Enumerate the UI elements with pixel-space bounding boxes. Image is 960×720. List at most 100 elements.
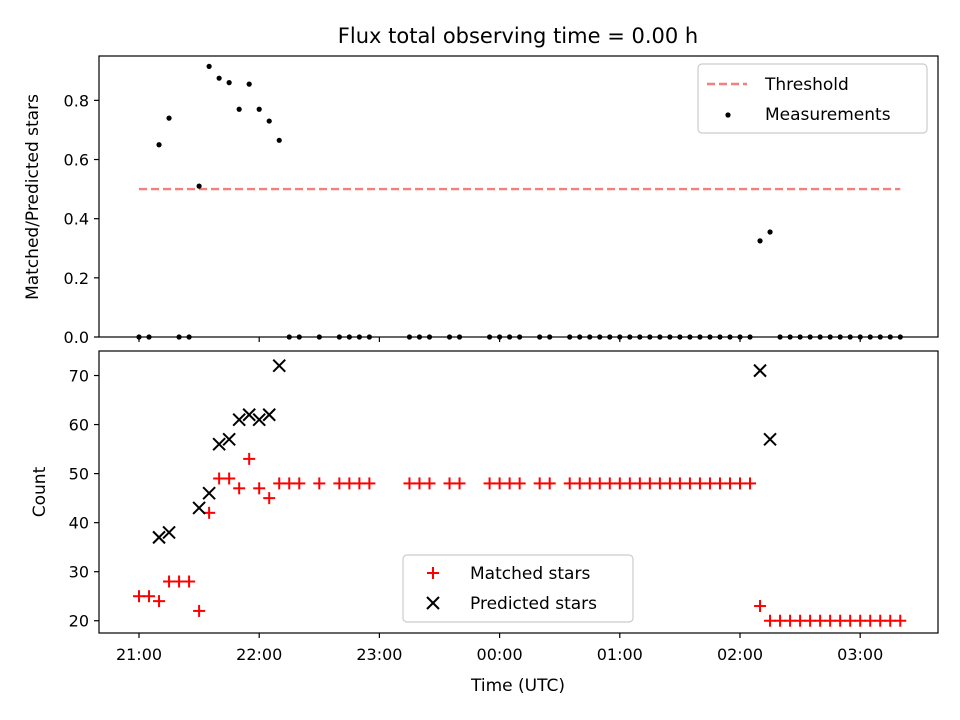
count-x-tick-label: 03:00 [837,645,883,664]
ratio-y-tick-label: 0.4 [64,210,89,229]
matched-point [153,595,166,608]
predicted-point [232,412,246,427]
measurement-point [166,115,172,121]
count-axes-frame [98,350,939,634]
matched-point [243,452,256,465]
matched-point [734,477,746,490]
matched-point [784,614,797,627]
matched-point [774,614,787,627]
count-points-layer [133,359,907,627]
matched-point [864,614,877,627]
matched-point [183,575,196,588]
ratio-y-axis: 0.0 0.2 0.4 0.6 0.8 [64,91,99,347]
matched-point [603,477,616,490]
matched-point [443,477,456,490]
matched-point [764,614,777,627]
measurements-legend-label: Measurements [765,105,891,125]
predicted-point [202,486,216,500]
count-y-tick-label: 30 [69,563,89,582]
ratio-axes-frame [98,55,939,338]
matched-point [713,477,726,490]
matched-point [543,477,556,490]
ratio-y-tick-label: 0.6 [64,151,89,170]
matched-point [663,477,676,490]
matched-point [653,477,666,490]
count-y-tick-label: 50 [69,465,89,484]
matched-point [874,614,887,627]
matched-point [894,614,907,627]
count-y-tick-label: 20 [69,612,89,631]
matched-point [794,614,807,627]
matched-point [754,600,767,613]
matched-point [133,590,145,603]
count-x-axis-label: Time (UTC) [470,676,565,696]
measurement-point [216,75,222,81]
matched-point [173,575,186,588]
matched-legend-swatch [427,567,439,579]
matched-point [193,604,206,617]
matched-point [623,477,636,490]
matched-point [723,477,736,490]
matched-point [163,575,176,588]
matched-point [633,477,646,490]
measurement-point [246,81,252,87]
count-x-tick-label: 02:00 [717,645,763,664]
count-y-tick-label: 40 [69,514,89,533]
matched-point [593,477,606,490]
predicted-point [212,437,226,451]
matched-point [253,482,266,495]
matched-point [693,477,706,490]
measurement-point [206,63,212,69]
count-x-tick-label: 22:00 [236,645,282,664]
predicted-point [152,530,166,545]
count-x-tick-label: 00:00 [477,645,523,664]
ratio-legend: Threshold Measurements [697,63,928,134]
matched-point [703,477,716,490]
matched-point [363,477,376,490]
matched-point [423,477,436,490]
matched-point [213,472,226,485]
count-y-axis-label: Count [30,466,50,517]
matched-legend-label: Matched stars [470,564,590,584]
matched-point [293,477,306,490]
matched-point [513,477,526,490]
matched-point [503,477,516,490]
matched-point [453,477,466,490]
measurement-point [767,229,773,235]
measurement-point [256,106,262,112]
predicted-legend-swatch [426,596,440,610]
predicted-legend-label: Predicted stars [470,594,597,614]
predicted-point [242,408,256,422]
count-y-axis: 20 30 40 50 60 70 [69,367,99,631]
matched-point [643,477,656,490]
measurement-point [757,238,763,244]
matched-point [884,614,897,627]
matched-point [493,477,506,490]
matched-point [834,614,847,627]
predicted-point [272,359,286,373]
matched-point [844,614,857,627]
matched-point [263,492,276,505]
count-x-tick-label: 21:00 [116,645,162,664]
matched-point [824,614,837,627]
matched-point [283,477,296,490]
matched-point [673,477,686,490]
matched-point [854,614,867,627]
matched-point [533,477,546,490]
matched-point [233,482,246,495]
matched-point [563,477,576,490]
ratio-legend-box [697,63,928,134]
predicted-point [162,525,176,540]
count-panel: 20 30 40 50 60 70 21:00 22:00 23:00 00:00 01:00 02… [30,350,939,696]
count-x-axis: 21:00 22:00 23:00 00:00 01:00 02:00 03:00 [116,633,883,664]
matched-point [343,477,356,490]
matched-point [583,477,596,490]
threshold-legend-label: Threshold [764,75,849,95]
matched-point [413,477,426,490]
matched-point [403,477,416,490]
count-y-tick-label: 60 [69,416,89,435]
matched-point [744,477,757,490]
ratio-panel: Flux total observing time = 0.00 h 0.00.… [23,24,939,347]
measurement-point [226,80,232,86]
